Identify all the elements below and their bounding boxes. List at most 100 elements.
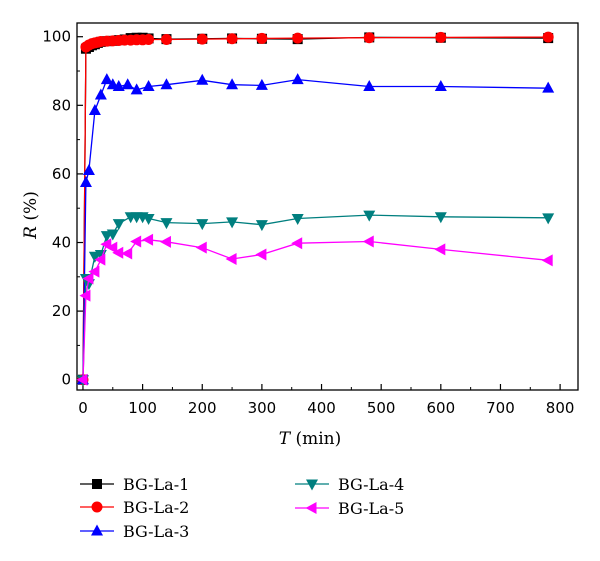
x-axis-title: T (min) (279, 429, 342, 449)
data-point (160, 218, 173, 230)
legend: BG-La-1 BG-La-2 BG-La-3 BG-La-4 BG-La-5 (80, 475, 404, 541)
data-point (434, 79, 447, 91)
legend-marker (92, 479, 102, 489)
legend-item: BG-La-5 (295, 499, 404, 518)
data-point (88, 265, 100, 278)
data-point (292, 32, 304, 44)
x-tick-label: 600 (427, 399, 456, 417)
series-layer (76, 31, 555, 387)
data-point (362, 235, 374, 248)
data-point (82, 272, 94, 285)
x-axis-var: T (279, 429, 292, 449)
data-point (542, 81, 555, 93)
x-tick-label: 100 (128, 399, 157, 417)
data-point (255, 220, 268, 232)
data-point (291, 214, 304, 226)
x-tick-label: 800 (546, 399, 575, 417)
legend-marker (305, 502, 317, 514)
data-point (112, 246, 124, 259)
x-tick-label: 700 (486, 399, 515, 417)
data-point (142, 79, 155, 91)
data-point (143, 33, 155, 45)
legend-marker (91, 501, 103, 513)
y-tick-label: 0 (61, 371, 71, 389)
legend-marker (91, 524, 103, 536)
data-point (226, 217, 239, 229)
data-point (160, 78, 173, 90)
x-tick-label: 0 (78, 399, 88, 417)
y-axis-var: R (21, 226, 41, 240)
data-point (121, 247, 133, 260)
data-point (142, 214, 155, 226)
legend-marker (306, 479, 318, 491)
x-tick-label: 300 (248, 399, 277, 417)
y-axis-unit: (%) (21, 191, 41, 226)
legend-item: BG-La-2 (80, 498, 189, 517)
data-point (160, 33, 172, 45)
series-5 (76, 233, 553, 386)
data-point (130, 83, 143, 95)
data-point (226, 78, 239, 90)
plot-border (76, 22, 579, 391)
y-tick-label: 40 (52, 234, 71, 252)
y-tick-label: 80 (52, 96, 71, 114)
data-point (106, 241, 118, 254)
data-point (363, 79, 376, 91)
data-point (255, 248, 267, 261)
legend-label: BG-La-3 (123, 522, 189, 541)
data-point (79, 289, 91, 302)
data-point (225, 252, 237, 265)
data-point (76, 373, 88, 386)
data-point (112, 79, 125, 91)
data-point (121, 78, 134, 90)
data-point (256, 32, 268, 44)
x-tick-label: 500 (367, 399, 396, 417)
data-point (142, 233, 154, 246)
data-point (255, 78, 268, 90)
data-point (196, 219, 209, 231)
axes: 0 100 200 300 400 500 600 700 800 0 20 40 60 80 100 (42, 28, 574, 417)
legend-label: BG-La-5 (338, 499, 404, 518)
plot-frame (76, 22, 579, 391)
data-point (100, 73, 113, 85)
legend-label: BG-La-4 (338, 475, 404, 494)
x-tick-label: 400 (307, 399, 336, 417)
y-tick-label: 60 (52, 165, 71, 183)
data-point (226, 33, 238, 45)
y-tick-label: 100 (42, 28, 71, 46)
x-tick-label: 200 (188, 399, 217, 417)
data-point (542, 213, 555, 225)
series-line (82, 239, 549, 380)
data-point (79, 175, 92, 187)
data-point (434, 243, 446, 256)
legend-item: BG-La-3 (80, 522, 189, 541)
legend-label: BG-La-1 (123, 475, 189, 494)
data-point (363, 32, 375, 44)
data-point (88, 103, 101, 115)
legend-label: BG-La-2 (123, 498, 189, 517)
data-point (112, 219, 125, 231)
legend-item: BG-La-1 (80, 475, 189, 494)
data-point (435, 31, 447, 43)
data-point (130, 235, 142, 248)
data-point (363, 210, 376, 222)
y-axis-title: R (%) (21, 191, 41, 240)
data-point (434, 212, 447, 224)
series-line (82, 78, 549, 380)
data-point (94, 253, 106, 266)
series-4 (76, 210, 555, 387)
data-point (195, 241, 207, 254)
data-point (541, 254, 553, 267)
y-tick-label: 20 (52, 302, 71, 320)
data-point (82, 163, 95, 175)
legend-item: BG-La-4 (295, 475, 404, 494)
data-point (106, 229, 119, 241)
data-point (196, 33, 208, 45)
data-point (291, 73, 304, 85)
data-point (196, 73, 209, 85)
x-axis-unit: (min) (290, 429, 341, 449)
data-point (94, 88, 107, 100)
data-point (542, 31, 554, 43)
data-point (291, 237, 303, 250)
